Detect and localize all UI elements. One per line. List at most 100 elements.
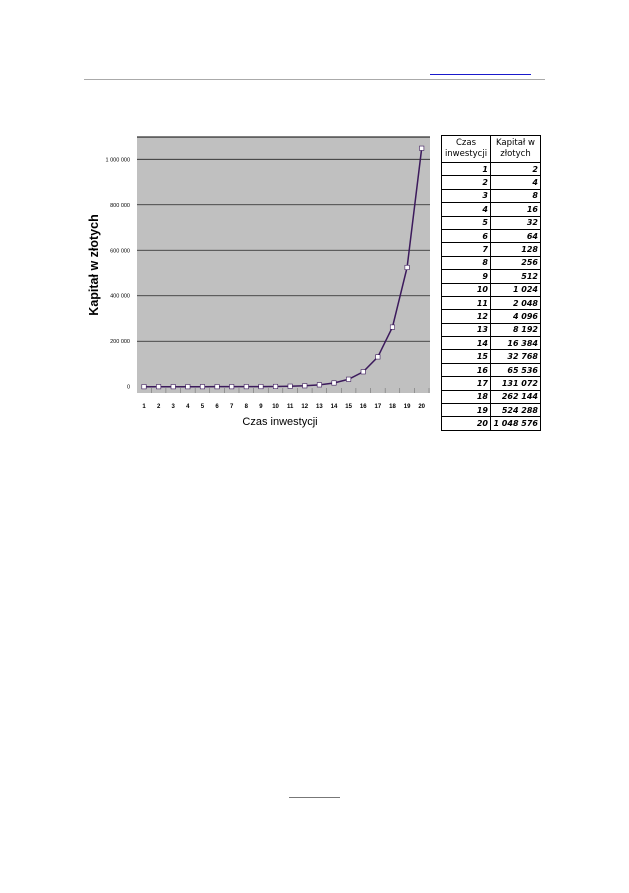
table-row: 12 4 096: [441, 309, 541, 324]
capital-cell: 8: [490, 188, 541, 204]
table-row: 15 32 768: [441, 349, 541, 364]
x-tick-label: 16: [360, 404, 367, 410]
header-rule: [84, 79, 545, 80]
x-tick-label: 6: [215, 404, 219, 410]
y-tick-label: 400 000: [110, 294, 130, 300]
data-point-marker: [375, 354, 381, 360]
x-tick-label: 17: [375, 404, 382, 410]
data-point-marker: [214, 384, 220, 390]
data-point-marker: [170, 384, 176, 390]
table-header-time: Czas inwestycji: [441, 135, 491, 163]
time-cell: 16: [441, 362, 491, 378]
x-tick-label: 11: [287, 404, 294, 410]
data-point-marker: [229, 384, 235, 390]
table-row: 13 8 192: [441, 322, 541, 338]
capital-cell: 4 096: [490, 309, 541, 324]
x-tick-label: 1: [142, 404, 146, 410]
capital-cell: 1 024: [490, 282, 541, 297]
line-chart: 0 200 000 400 000 600 000 800 000 1 000 000 1…: [87, 136, 430, 428]
header-link-rule: [430, 74, 531, 75]
data-point-marker: [199, 384, 205, 390]
capital-cell: 2: [490, 161, 541, 177]
table-row: 10 1 024: [441, 282, 541, 297]
time-cell: 19: [441, 403, 491, 418]
data-point-marker: [273, 383, 279, 389]
x-tick-label: 4: [186, 404, 190, 410]
time-cell: 2: [441, 175, 491, 190]
capital-cell: 2 048: [490, 295, 541, 311]
plot-area: [137, 137, 430, 393]
time-cell: 10: [441, 282, 491, 297]
time-cell: 12: [441, 309, 491, 324]
capital-cell: 16 384: [490, 336, 541, 351]
table-row: 14 16 384: [441, 336, 541, 351]
capital-cell: 131 072: [490, 376, 541, 391]
table-row: 19 524 288: [441, 403, 541, 418]
table-row: 8 256: [441, 255, 541, 271]
time-cell: 20: [441, 416, 491, 431]
capital-cell: 256: [490, 255, 541, 271]
x-tick-label: 7: [230, 404, 234, 410]
y-tick-label: 800 000: [110, 203, 130, 209]
table-row: 5 32: [441, 215, 541, 230]
x-axis-label: Czas inwestycji: [242, 416, 317, 428]
y-tick-label: 600 000: [110, 248, 130, 254]
table-row: 18 262 144: [441, 389, 541, 405]
capital-cell: 524 288: [490, 403, 541, 418]
data-point-marker: [331, 380, 337, 386]
y-tick-label: 200 000: [110, 339, 130, 345]
x-tick-label: 5: [201, 404, 205, 410]
x-tick-label: 8: [245, 404, 249, 410]
x-tick-label: 3: [172, 404, 176, 410]
x-tick-label: 10: [272, 404, 279, 410]
data-point-marker: [316, 382, 322, 388]
x-tick-label: 12: [301, 404, 308, 410]
data-point-marker: [302, 383, 308, 389]
x-tick-label: 19: [404, 404, 411, 410]
data-point-marker: [404, 264, 410, 270]
table-row: 9 512: [441, 269, 541, 284]
data-point-marker: [389, 324, 395, 330]
table-header-capital: Kapitał w złotych: [490, 135, 541, 163]
capital-cell: 128: [490, 242, 541, 257]
capital-cell: 16: [490, 202, 541, 217]
capital-cell: 4: [490, 175, 541, 190]
time-cell: 17: [441, 376, 491, 391]
data-point-marker: [419, 145, 425, 151]
capital-cell: 32: [490, 215, 541, 230]
data-point-marker: [243, 384, 249, 390]
x-tick-label: 2: [157, 404, 161, 410]
table-row: 16 65 536: [441, 362, 541, 378]
capital-cell: 8 192: [490, 322, 541, 338]
x-tick-label: 14: [331, 404, 338, 410]
data-point-marker: [156, 384, 162, 390]
table-row: 20 1 048 576: [441, 416, 541, 431]
y-axis-label: Kapitał w złotych: [87, 214, 101, 315]
time-cell: 3: [441, 188, 491, 204]
capital-cell: 65 536: [490, 362, 541, 378]
x-tick-label: 15: [345, 404, 352, 410]
time-cell: 18: [441, 389, 491, 405]
capital-cell: 32 768: [490, 349, 541, 364]
data-point-marker: [258, 384, 264, 390]
time-cell: 1: [441, 161, 491, 177]
capital-cell: 512: [490, 269, 541, 284]
time-cell: 13: [441, 322, 491, 338]
x-tick-label: 18: [389, 404, 396, 410]
time-cell: 8: [441, 255, 491, 271]
capital-cell: 262 144: [490, 389, 541, 405]
table-row: 4 16: [441, 202, 541, 217]
capital-cell: 64: [490, 228, 541, 244]
data-point-marker: [185, 384, 191, 390]
time-cell: 5: [441, 215, 491, 230]
x-tick-label: 20: [418, 404, 425, 410]
time-cell: 9: [441, 269, 491, 284]
time-cell: 4: [441, 202, 491, 217]
table-row: 11 2 048: [441, 295, 541, 311]
time-cell: 14: [441, 336, 491, 351]
x-tick-label: 13: [316, 404, 323, 410]
